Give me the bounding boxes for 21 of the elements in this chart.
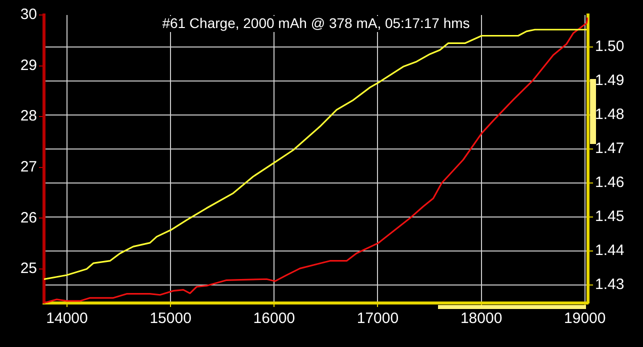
- chart-title: #61 Charge, 2000 mAh @ 378 mA, 05:17:17 hms: [162, 14, 470, 31]
- y2-tick-label: 1.45: [595, 208, 624, 226]
- y2-tick-label: 1.46: [595, 174, 624, 192]
- y-tick-label: 29: [20, 56, 37, 74]
- y-tick-label: 27: [20, 158, 37, 176]
- y2-tick-label: 1.43: [595, 276, 624, 294]
- y2-tick-label: 1.47: [595, 140, 624, 158]
- x-tick-label: 17000: [356, 310, 399, 328]
- y2-tick-label: 1.44: [595, 242, 624, 260]
- x-tick-label: 14000: [46, 310, 88, 328]
- x-tick-label: 15000: [150, 310, 192, 328]
- y-tick-label: 25: [20, 260, 37, 278]
- x-tick-label: 16000: [253, 310, 296, 328]
- x-tick-label: 18000: [460, 310, 502, 328]
- x-tick-label: 19000: [564, 310, 606, 328]
- y-tick-label: 30: [20, 6, 37, 24]
- y-tick-label: 28: [20, 108, 37, 125]
- y-tick-label: 26: [20, 209, 37, 226]
- y2-tick-label: 1.49: [595, 72, 624, 90]
- y2-tick-label: 1.50: [595, 38, 624, 56]
- y2-tick-label: 1.48: [595, 106, 624, 124]
